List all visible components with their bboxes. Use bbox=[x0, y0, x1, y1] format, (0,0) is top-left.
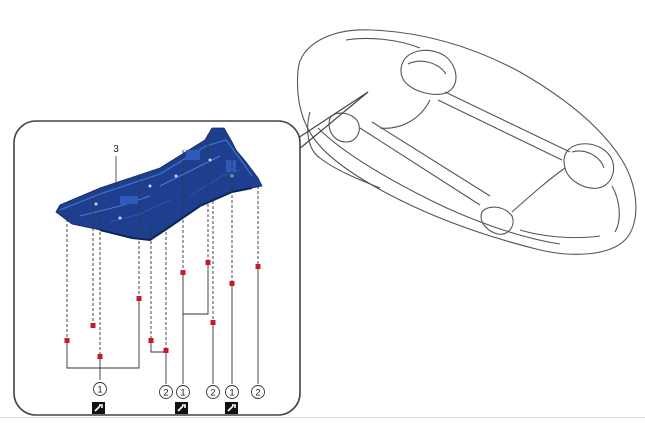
fastener-marker bbox=[97, 354, 103, 359]
fastener-markers bbox=[64, 260, 261, 359]
fastener-marker bbox=[148, 338, 154, 343]
fastener-leader-lines bbox=[66, 134, 259, 356]
callout-2b: 2 bbox=[206, 385, 220, 399]
callout-brackets bbox=[66, 262, 259, 384]
figure-frame bbox=[0, 417, 645, 418]
fastener-marker bbox=[255, 264, 261, 269]
vehicle-underside-outline bbox=[297, 29, 637, 255]
fastener-marker bbox=[180, 270, 186, 275]
callout-1b: 1 bbox=[176, 385, 190, 399]
callout-2c: 2 bbox=[251, 385, 265, 399]
torque-wrench-icon bbox=[175, 402, 188, 414]
callout-pointer bbox=[294, 91, 369, 151]
callout-label: 1 bbox=[97, 385, 102, 396]
callout-1c: 1 bbox=[225, 385, 239, 399]
callout-2a: 2 bbox=[159, 385, 173, 399]
callout-1a: 1 bbox=[93, 382, 107, 396]
torque-wrench-icon bbox=[225, 402, 238, 414]
fastener-marker bbox=[210, 320, 216, 325]
fastener-marker bbox=[163, 348, 169, 353]
part-label-3: 3 bbox=[113, 144, 119, 188]
fastener-marker bbox=[205, 260, 211, 265]
callout-label: 1 bbox=[229, 388, 234, 399]
fastener-marker bbox=[90, 323, 96, 328]
torque-icons bbox=[92, 402, 238, 414]
fastener-marker bbox=[64, 338, 70, 343]
callout-label: 1 bbox=[180, 388, 185, 399]
torque-wrench-icon bbox=[92, 402, 105, 414]
callout-numbers: 1 2 1 2 1 2 bbox=[93, 382, 265, 399]
callout-label: 2 bbox=[163, 388, 168, 399]
part-number: 3 bbox=[113, 144, 119, 155]
callout-label: 2 bbox=[255, 388, 260, 399]
callout-label: 2 bbox=[210, 388, 215, 399]
fastener-marker bbox=[229, 281, 235, 286]
fastener-marker bbox=[136, 296, 142, 301]
